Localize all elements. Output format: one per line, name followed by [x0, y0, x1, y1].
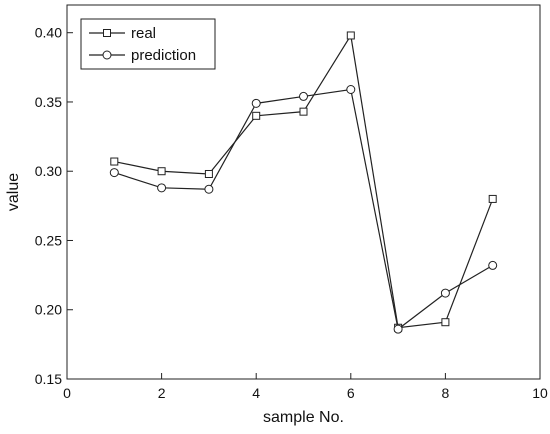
data-point-real: [346, 31, 355, 40]
data-point-real: [488, 194, 497, 203]
data-point-prediction: [251, 98, 261, 108]
data-point-prediction: [204, 184, 214, 194]
x-tick-label: 0: [63, 385, 71, 401]
data-point-real: [441, 318, 450, 327]
series-line-prediction: [114, 88, 494, 331]
data-point-prediction: [440, 288, 450, 298]
data-point-real: [204, 169, 213, 178]
legend-label-prediction: prediction: [131, 47, 196, 64]
legend: real prediction: [80, 18, 216, 70]
y-axis-title: value: [5, 173, 22, 211]
data-point-prediction: [157, 183, 167, 193]
data-point-real: [110, 157, 119, 166]
legend-label-real: real: [131, 25, 156, 42]
series-layer: [109, 31, 498, 334]
y-tick-label: 0.30: [35, 163, 62, 179]
series-line-real: [114, 33, 494, 329]
y-tick-label: 0.15: [35, 371, 62, 387]
data-point-prediction: [488, 260, 498, 270]
x-tick-label: 6: [347, 385, 355, 401]
x-tick-label: 8: [442, 385, 450, 401]
plot-frame: [66, 4, 541, 380]
legend-marker-prediction: [102, 50, 112, 60]
data-point-prediction: [346, 84, 356, 94]
data-point-real: [157, 167, 166, 176]
data-point-real: [299, 107, 308, 116]
y-tick-label: 0.20: [35, 302, 62, 318]
data-point-prediction: [299, 91, 308, 101]
data-point-prediction: [109, 168, 119, 178]
x-axis-title: sample No.: [263, 409, 344, 426]
y-tick-label: 0.35: [35, 94, 62, 110]
legend-marker-real: [103, 29, 111, 37]
data-point-real: [252, 111, 261, 120]
x-axis-ticks: 0 2 4 6 8 10: [63, 373, 548, 401]
y-tick-label: 0.40: [35, 25, 62, 41]
legend-frame: [80, 18, 216, 70]
data-point-prediction: [393, 324, 403, 334]
x-tick-label: 2: [158, 385, 166, 401]
y-axis-ticks: 0.15 0.20 0.25 0.30 0.35 0.40: [35, 25, 73, 387]
x-tick-label: 4: [252, 385, 260, 401]
x-tick-label: 10: [532, 385, 548, 401]
y-tick-label: 0.25: [35, 232, 62, 248]
